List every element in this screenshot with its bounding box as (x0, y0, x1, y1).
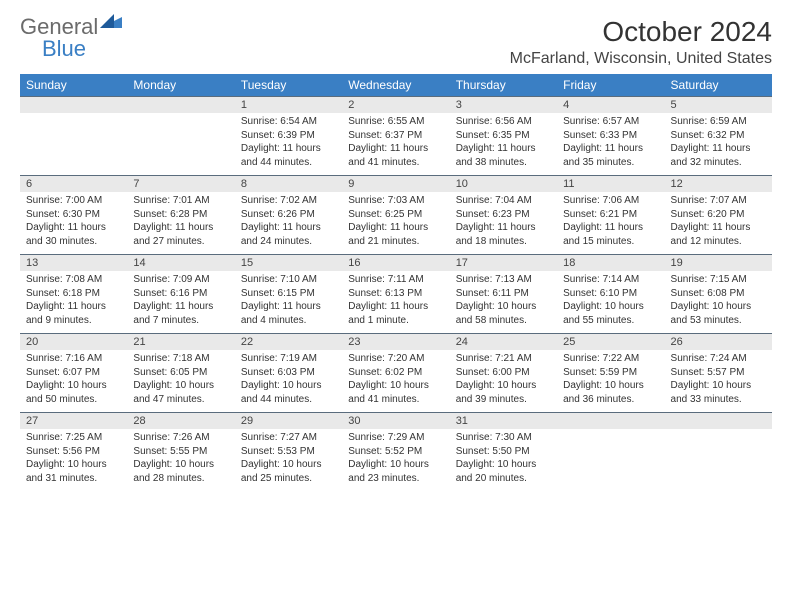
date-data-row: Sunrise: 6:54 AMSunset: 6:39 PMDaylight:… (20, 113, 772, 175)
date-number: 31 (450, 412, 557, 429)
date-number: 29 (235, 412, 342, 429)
date-number: 20 (20, 333, 127, 350)
date-data: Sunrise: 7:30 AMSunset: 5:50 PMDaylight:… (450, 429, 557, 491)
date-number: 23 (342, 333, 449, 350)
date-number: 5 (665, 96, 772, 113)
date-number: 9 (342, 175, 449, 192)
date-number-row: 2728293031 (20, 412, 772, 429)
date-data: Sunrise: 7:25 AMSunset: 5:56 PMDaylight:… (20, 429, 127, 491)
logo-text-blue: Blue (42, 36, 86, 61)
date-number: 26 (665, 333, 772, 350)
date-data: Sunrise: 7:26 AMSunset: 5:55 PMDaylight:… (127, 429, 234, 491)
date-data: Sunrise: 7:14 AMSunset: 6:10 PMDaylight:… (557, 271, 664, 333)
date-number-row: 6789101112 (20, 175, 772, 192)
date-number: 4 (557, 96, 664, 113)
day-header: Saturday (665, 74, 772, 96)
date-number: 17 (450, 254, 557, 271)
day-header: Thursday (450, 74, 557, 96)
date-data: Sunrise: 7:21 AMSunset: 6:00 PMDaylight:… (450, 350, 557, 412)
date-data: Sunrise: 6:55 AMSunset: 6:37 PMDaylight:… (342, 113, 449, 175)
month-title: October 2024 (510, 16, 772, 48)
date-number: 12 (665, 175, 772, 192)
date-data: Sunrise: 7:24 AMSunset: 5:57 PMDaylight:… (665, 350, 772, 412)
date-data: Sunrise: 7:09 AMSunset: 6:16 PMDaylight:… (127, 271, 234, 333)
date-number: 24 (450, 333, 557, 350)
date-number: 28 (127, 412, 234, 429)
date-number: 14 (127, 254, 234, 271)
date-data: Sunrise: 7:04 AMSunset: 6:23 PMDaylight:… (450, 192, 557, 254)
date-data: Sunrise: 7:01 AMSunset: 6:28 PMDaylight:… (127, 192, 234, 254)
day-header: Monday (127, 74, 234, 96)
date-number: 7 (127, 175, 234, 192)
date-data: Sunrise: 6:57 AMSunset: 6:33 PMDaylight:… (557, 113, 664, 175)
date-data: Sunrise: 7:22 AMSunset: 5:59 PMDaylight:… (557, 350, 664, 412)
date-data-row: Sunrise: 7:00 AMSunset: 6:30 PMDaylight:… (20, 192, 772, 254)
date-number: 2 (342, 96, 449, 113)
date-number: 27 (20, 412, 127, 429)
date-data-row: Sunrise: 7:25 AMSunset: 5:56 PMDaylight:… (20, 429, 772, 491)
date-data (665, 429, 772, 491)
date-data (127, 113, 234, 175)
day-header: Sunday (20, 74, 127, 96)
date-data: Sunrise: 7:27 AMSunset: 5:53 PMDaylight:… (235, 429, 342, 491)
date-number: 3 (450, 96, 557, 113)
date-number: 22 (235, 333, 342, 350)
date-data: Sunrise: 7:00 AMSunset: 6:30 PMDaylight:… (20, 192, 127, 254)
date-number-row: 13141516171819 (20, 254, 772, 271)
date-number: 15 (235, 254, 342, 271)
date-data: Sunrise: 7:29 AMSunset: 5:52 PMDaylight:… (342, 429, 449, 491)
date-number: 18 (557, 254, 664, 271)
date-number: 10 (450, 175, 557, 192)
date-data: Sunrise: 7:10 AMSunset: 6:15 PMDaylight:… (235, 271, 342, 333)
date-number (127, 96, 234, 113)
date-number (20, 96, 127, 113)
date-number (665, 412, 772, 429)
date-number: 8 (235, 175, 342, 192)
date-number (557, 412, 664, 429)
date-data (557, 429, 664, 491)
date-data: Sunrise: 7:11 AMSunset: 6:13 PMDaylight:… (342, 271, 449, 333)
date-data: Sunrise: 7:03 AMSunset: 6:25 PMDaylight:… (342, 192, 449, 254)
date-data: Sunrise: 7:06 AMSunset: 6:21 PMDaylight:… (557, 192, 664, 254)
date-data (20, 113, 127, 175)
day-header-row: SundayMondayTuesdayWednesdayThursdayFrid… (20, 74, 772, 96)
logo-mark-icon (100, 14, 122, 28)
date-data-row: Sunrise: 7:16 AMSunset: 6:07 PMDaylight:… (20, 350, 772, 412)
location: McFarland, Wisconsin, United States (510, 50, 772, 68)
date-number: 11 (557, 175, 664, 192)
date-number: 16 (342, 254, 449, 271)
header: General Blue October 2024 McFarland, Wis… (20, 16, 772, 68)
date-data: Sunrise: 6:59 AMSunset: 6:32 PMDaylight:… (665, 113, 772, 175)
date-number-row: 12345 (20, 96, 772, 113)
date-data: Sunrise: 7:16 AMSunset: 6:07 PMDaylight:… (20, 350, 127, 412)
date-data: Sunrise: 7:08 AMSunset: 6:18 PMDaylight:… (20, 271, 127, 333)
date-number-row: 20212223242526 (20, 333, 772, 350)
date-number: 25 (557, 333, 664, 350)
day-header: Wednesday (342, 74, 449, 96)
date-number: 19 (665, 254, 772, 271)
date-data: Sunrise: 7:15 AMSunset: 6:08 PMDaylight:… (665, 271, 772, 333)
date-data: Sunrise: 7:13 AMSunset: 6:11 PMDaylight:… (450, 271, 557, 333)
date-data: Sunrise: 7:02 AMSunset: 6:26 PMDaylight:… (235, 192, 342, 254)
day-header: Friday (557, 74, 664, 96)
date-data: Sunrise: 7:20 AMSunset: 6:02 PMDaylight:… (342, 350, 449, 412)
date-data: Sunrise: 7:18 AMSunset: 6:05 PMDaylight:… (127, 350, 234, 412)
date-data-row: Sunrise: 7:08 AMSunset: 6:18 PMDaylight:… (20, 271, 772, 333)
date-data: Sunrise: 6:56 AMSunset: 6:35 PMDaylight:… (450, 113, 557, 175)
date-number: 13 (20, 254, 127, 271)
date-data: Sunrise: 6:54 AMSunset: 6:39 PMDaylight:… (235, 113, 342, 175)
calendar-table: SundayMondayTuesdayWednesdayThursdayFrid… (20, 74, 772, 491)
date-number: 6 (20, 175, 127, 192)
title-block: October 2024 McFarland, Wisconsin, Unite… (510, 16, 772, 68)
logo: General Blue (20, 16, 122, 60)
date-data: Sunrise: 7:19 AMSunset: 6:03 PMDaylight:… (235, 350, 342, 412)
date-number: 1 (235, 96, 342, 113)
date-number: 21 (127, 333, 234, 350)
day-header: Tuesday (235, 74, 342, 96)
date-number: 30 (342, 412, 449, 429)
date-data: Sunrise: 7:07 AMSunset: 6:20 PMDaylight:… (665, 192, 772, 254)
